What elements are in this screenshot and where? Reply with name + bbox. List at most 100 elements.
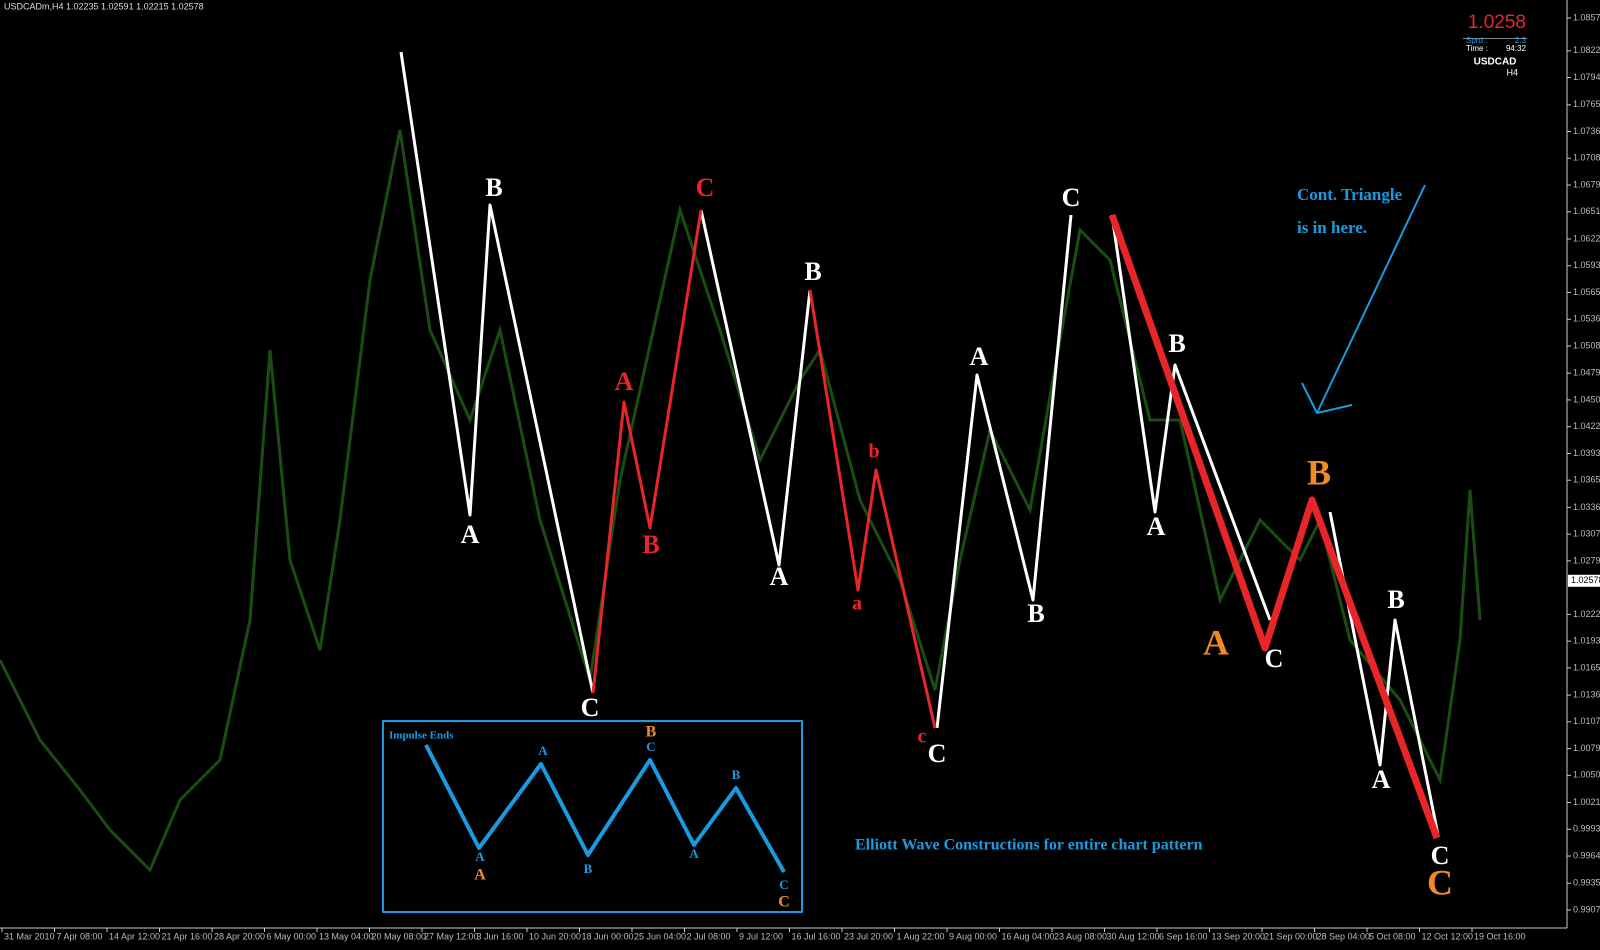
wave-label: A	[1147, 512, 1166, 541]
time-label: 30 Aug 12:00	[1107, 931, 1160, 941]
time-label: 28 Sep 04:00	[1317, 931, 1371, 941]
price-label: 1.00505	[1573, 770, 1600, 780]
wave-label: C	[1431, 841, 1450, 870]
price-label: 1.04505	[1573, 394, 1600, 404]
time-label: 5 Oct 08:00	[1369, 931, 1416, 941]
time-label: Time :	[1466, 44, 1488, 53]
inset-label: B	[584, 861, 593, 876]
wave-label: A	[1372, 765, 1391, 794]
wave-label: B	[1307, 452, 1331, 492]
price-label: 1.07650	[1573, 99, 1600, 109]
wave-label: C	[928, 739, 947, 768]
wave-label: C	[1427, 862, 1453, 902]
wave-label: B	[642, 530, 659, 559]
time-label: 23 Jul 20:00	[844, 931, 893, 941]
price-label: 1.03360	[1573, 502, 1600, 512]
wave-label: C	[581, 693, 600, 722]
wave-label: B	[1168, 329, 1185, 358]
wave-label: A	[770, 562, 789, 591]
arrow	[1316, 184, 1426, 414]
price-label: 1.05365	[1573, 314, 1600, 324]
inset-label: A	[475, 849, 485, 864]
price-label: 1.00215	[1573, 797, 1600, 807]
wave-label: B	[485, 173, 502, 202]
time-label: 31 Mar 2010	[4, 931, 55, 941]
wave-label: a	[852, 593, 862, 615]
price-label: 1.00790	[1573, 743, 1600, 753]
time-label: 3 Jun 16:00	[477, 931, 524, 941]
inset-box	[382, 720, 803, 913]
time-label: 21 Sep 00:00	[1264, 931, 1318, 941]
price-label: 0.99070	[1573, 904, 1600, 914]
price-label: 1.04790	[1573, 368, 1600, 378]
price-label: 1.07365	[1573, 126, 1600, 136]
wave-label: C	[1265, 644, 1284, 673]
wave-label: B	[804, 257, 821, 286]
annotation: Cont. Triangle	[1297, 185, 1403, 204]
price-label: 1.01360	[1573, 689, 1600, 699]
price-label: 1.02790	[1573, 555, 1600, 565]
white-wave	[699, 209, 812, 567]
inset-label: A	[474, 867, 486, 884]
inset-label: B	[732, 767, 741, 782]
wave-label: C	[1062, 183, 1081, 212]
time-label: 27 May 12:00	[424, 931, 479, 941]
white-wave	[935, 214, 1073, 729]
price-label: 1.02220	[1573, 609, 1600, 619]
price-label: 1.03075	[1573, 529, 1600, 539]
price-label: 1.05935	[1573, 260, 1600, 270]
time-label: 18 Jun 00:00	[582, 931, 634, 941]
wave-label: A	[1203, 622, 1229, 662]
inset-title: Impulse Ends	[389, 730, 454, 742]
inset-label: A	[689, 846, 699, 861]
inset-label: A	[538, 743, 548, 758]
price-label: 1.07940	[1573, 72, 1600, 82]
wave-label: c	[918, 726, 927, 748]
wave-label: B	[1027, 599, 1044, 628]
red-wave	[808, 289, 937, 729]
time-label: 2 Jul 08:00	[687, 931, 731, 941]
time-label: 9 Aug 00:00	[949, 931, 997, 941]
price-label: 1.01650	[1573, 662, 1600, 672]
white-wave	[1110, 214, 1272, 621]
price-label: 1.06795	[1573, 179, 1600, 189]
time-label: 14 Apr 12:00	[109, 931, 160, 941]
price-label: 1.08575	[1573, 12, 1600, 22]
time-label: 23 Aug 08:00	[1054, 931, 1107, 941]
time-label: 21 Apr 16:00	[162, 931, 213, 941]
time-label: 10 Jun 20:00	[529, 931, 581, 941]
time-label: 20 May 08:00	[372, 931, 427, 941]
current-price: 1.0258	[1468, 12, 1526, 33]
inset-label: C	[646, 739, 655, 754]
price-label: 1.03935	[1573, 448, 1600, 458]
wave-label: A	[970, 342, 989, 371]
inset-wave	[424, 744, 786, 873]
red-wave-major	[1108, 213, 1441, 840]
inset-label: B	[646, 724, 657, 741]
time-label: 13 May 04:00	[319, 931, 374, 941]
time-label: 7 Apr 08:00	[57, 931, 103, 941]
red-wave	[591, 209, 703, 694]
price-label: 1.03650	[1573, 475, 1600, 485]
price-label: 1.04220	[1573, 421, 1600, 431]
price-label: 0.99645	[1573, 850, 1600, 860]
time-label: 25 Jun 04:00	[634, 931, 686, 941]
panel-divider	[1463, 38, 1527, 39]
annotation: is in here.	[1297, 218, 1367, 237]
spread-label: Sprd :	[1466, 36, 1487, 45]
wave-label: C	[696, 173, 715, 202]
time-label: 16 Aug 04:00	[1002, 931, 1055, 941]
spread: 2.3	[1515, 36, 1527, 45]
time-label: 19 Oct 16:00	[1474, 931, 1526, 941]
time: 94:32	[1506, 44, 1527, 53]
wave-label: A	[615, 367, 634, 396]
white-wave	[1328, 511, 1440, 836]
time-label: 6 Sep 16:00	[1159, 931, 1208, 941]
inset-label: C	[779, 877, 788, 892]
symbol-info: USDCADm,H4 1.02235 1.02591 1.02215 1.025…	[4, 1, 204, 11]
arrow-head	[1301, 382, 1353, 414]
price-label: 1.06510	[1573, 206, 1600, 216]
